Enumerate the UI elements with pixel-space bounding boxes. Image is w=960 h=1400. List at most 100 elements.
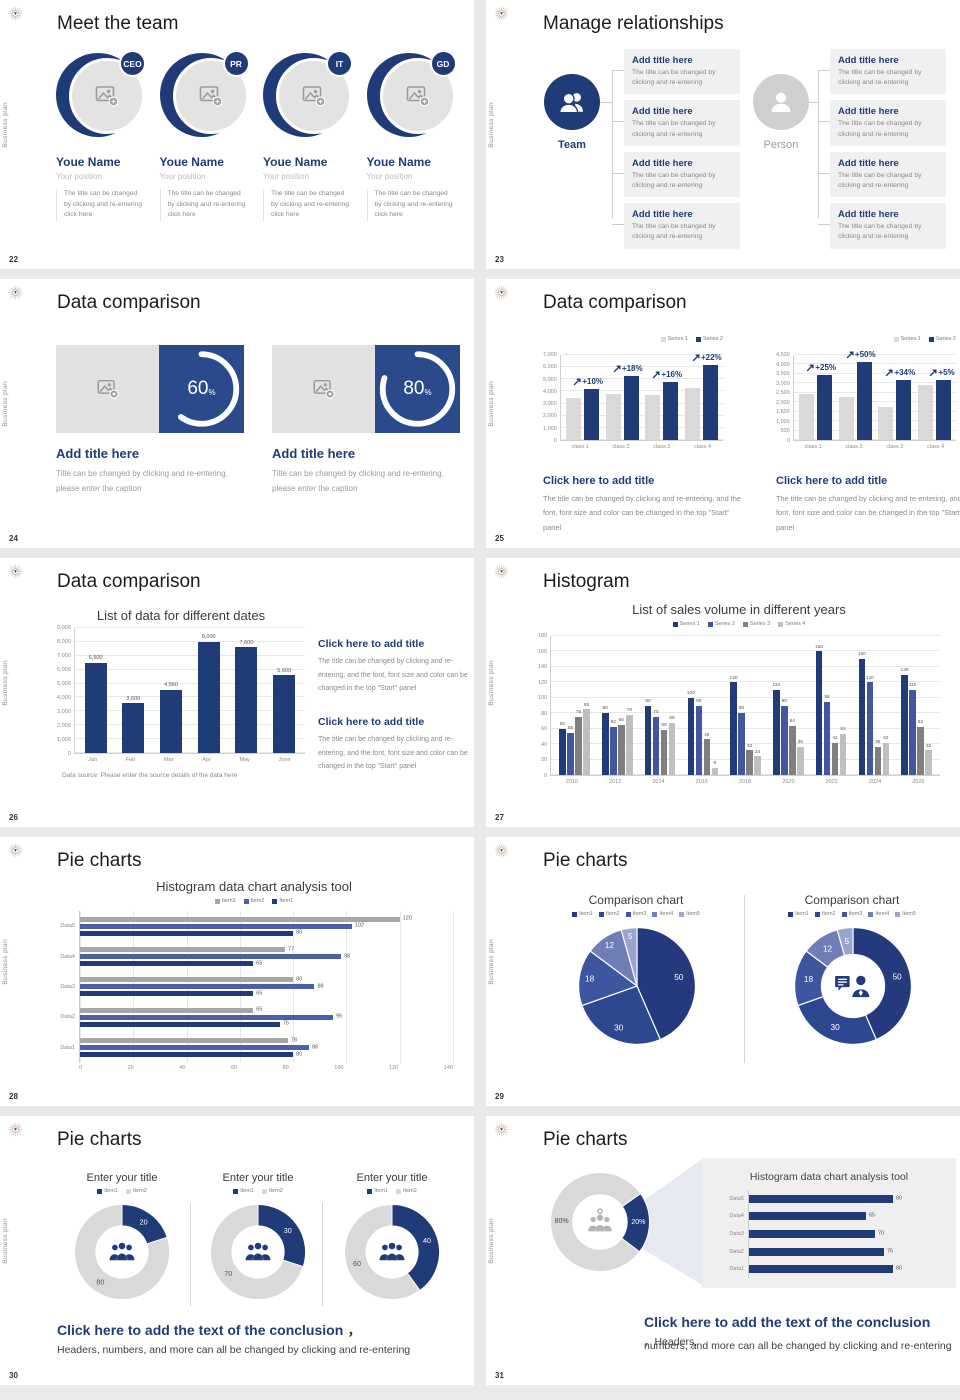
add-title-box[interactable]: Add title here The title can be changed b…	[612, 203, 740, 249]
people-group-icon	[379, 1242, 405, 1261]
chart-legend: Item1 Item2	[196, 1188, 320, 1194]
chart-title: Comparison chart	[804, 893, 900, 907]
svg-text:30: 30	[830, 1023, 840, 1032]
people-group-icon	[109, 1242, 135, 1261]
slide-28[interactable]: Pie charts Histogram data chart analysis…	[0, 837, 474, 1106]
crest-logo-icon	[494, 843, 509, 858]
person-icon	[771, 92, 791, 112]
divider	[322, 1202, 323, 1306]
add-title-box[interactable]: Add title here The title can be changed b…	[818, 100, 946, 146]
businessman-icon	[834, 973, 872, 1000]
donut-chart: 40 60	[344, 1204, 440, 1300]
text-block: Click here to add title The title can be…	[318, 716, 470, 774]
image-placeholder-icon	[199, 86, 223, 107]
horizontal-bar-chart: Data5 Data4 Data3 Data2 Data1 120 102 80 77 98 65 8…	[55, 911, 454, 1073]
connector	[818, 70, 819, 218]
svg-text:50: 50	[892, 972, 902, 981]
percent-ring-chart: 80%	[375, 345, 460, 433]
conclusion-bold: Click here to add the text of the conclu…	[644, 1314, 931, 1330]
member-name: Youe Name	[56, 155, 121, 169]
member-position: Your position	[366, 172, 413, 181]
person-label: Person	[763, 139, 799, 151]
conclusion-line2: numbers, and more can all be changed by …	[644, 1340, 952, 1352]
percent-value: 80%	[403, 378, 432, 399]
slide-23[interactable]: Manage relationships Team Add title here…	[486, 0, 960, 269]
divider	[744, 895, 745, 1063]
slide-26[interactable]: Data comparison List of data for differe…	[0, 558, 474, 827]
page-number: 23	[495, 255, 504, 264]
role-badge: IT	[326, 50, 353, 77]
chart-legend: Item3 Item2 Item1	[55, 898, 453, 904]
block-body: The title can be changed by clicking and…	[318, 658, 468, 693]
member-position: Your position	[263, 172, 309, 181]
team-title-boxes: Add title here The title can be changed b…	[612, 49, 740, 249]
people-group-icon	[245, 1242, 271, 1261]
grouped-bar-chart: 4,500 4,000 3,500 3,000 2,500 2,000 1,500 1,000…	[776, 349, 956, 450]
chart-title: Enter your title	[222, 1172, 294, 1184]
slide-title: Histogram	[543, 571, 630, 592]
svg-text:20: 20	[140, 1218, 148, 1227]
page-number: 31	[495, 1371, 504, 1380]
donut-chart: 20 80	[74, 1204, 170, 1300]
chart-title: Comparison chart	[588, 893, 684, 907]
svg-text:5: 5	[628, 932, 633, 941]
slide-29[interactable]: Pie charts Comparison chart Item1 Item2 It…	[486, 837, 960, 1106]
team-icon	[559, 92, 583, 114]
svg-text:60: 60	[353, 1259, 361, 1268]
add-title-box[interactable]: Add title here The title can be changed b…	[818, 203, 946, 249]
sidebar-vertical-text: Business plan	[2, 381, 9, 427]
block-body: The title can be changed by clicking and…	[318, 736, 468, 771]
image-placeholder[interactable]	[56, 345, 159, 433]
conclusion-line: Click here to add the text of the conclu…	[57, 1320, 361, 1340]
slide-title: Pie charts	[543, 850, 628, 871]
crest-logo-icon	[494, 564, 509, 579]
image-placeholder[interactable]	[272, 345, 375, 433]
chart-legend: Series 1 Series 2	[543, 336, 723, 342]
sidebar-vertical-text: Business plan	[488, 381, 495, 427]
add-title-box[interactable]: Add title here The title can be changed b…	[612, 49, 740, 95]
sidebar-vertical-text: Business plan	[488, 939, 495, 985]
conclusion-line: Click here to add the text of the conclu…	[644, 1314, 944, 1350]
page-number: 22	[9, 255, 18, 264]
member-description: The title can be changed by clicking and…	[366, 189, 455, 222]
connector	[809, 102, 818, 103]
people-group-icon	[243, 1239, 273, 1265]
crest-logo-icon	[494, 285, 509, 300]
team-member: PR Youe Name Your position The title can…	[159, 50, 256, 222]
add-title-box[interactable]: Add title here The title can be changed b…	[818, 151, 946, 198]
chart-legend: Item1 Item2 Item3 Item4 Item5	[744, 911, 960, 917]
add-title-box[interactable]: Add title here The title can be changed b…	[818, 49, 946, 95]
funnel-shape	[644, 1158, 704, 1286]
card-caption: Title can be changed by clicking and re-…	[56, 469, 228, 494]
team-member: CEO Youe Name Your position The title ca…	[56, 50, 152, 222]
team-label: Team	[558, 139, 586, 151]
sidebar-vertical-text: Business plan	[488, 102, 495, 148]
slide-title: Manage relationships	[543, 13, 724, 34]
slide-title: Data comparison	[57, 292, 201, 313]
member-name: Youe Name	[263, 155, 328, 169]
svg-text:20%: 20%	[631, 1219, 645, 1226]
slide-22[interactable]: Meet the team CEO Youe Name Your positio…	[0, 0, 474, 269]
slide-27[interactable]: Histogram List of sales volume in differ…	[486, 558, 960, 827]
block-title: Click here to add title	[543, 475, 655, 487]
people-group-icon	[107, 1239, 137, 1265]
card-caption: Title can be changed by clicking and re-…	[272, 469, 444, 494]
sidebar-vertical-text: Business plan	[2, 1218, 9, 1264]
chart-legend: Item1 Item2 Item3 Item4 Item5	[526, 911, 746, 917]
image-placeholder-icon	[313, 379, 335, 399]
slide-30[interactable]: Pie charts Enter your title Item1 Item2 2…	[0, 1116, 474, 1385]
page-number: 25	[495, 534, 504, 543]
block-title: Click here to add title	[776, 475, 888, 487]
slide-title: Data comparison	[543, 292, 687, 313]
percent-ring-chart: 60%	[159, 345, 244, 433]
connector	[600, 102, 612, 103]
image-placeholder-icon	[97, 379, 119, 399]
add-title-box[interactable]: Add title here The title can be changed b…	[612, 151, 740, 198]
slide-24[interactable]: Data comparison 60% Add title here Title…	[0, 279, 474, 548]
slide-25[interactable]: Data comparison Series 1 Series 2 7,000 6,…	[486, 279, 960, 548]
slide-31[interactable]: Pie charts 20% 80% Histogram data chart a…	[486, 1116, 960, 1385]
add-title-box[interactable]: Add title here The title can be changed b…	[612, 100, 740, 146]
team-members: CEO Youe Name Your position The title ca…	[56, 50, 462, 222]
block-body: The title can be changed by clicking and…	[543, 494, 742, 532]
divider	[190, 1202, 191, 1306]
